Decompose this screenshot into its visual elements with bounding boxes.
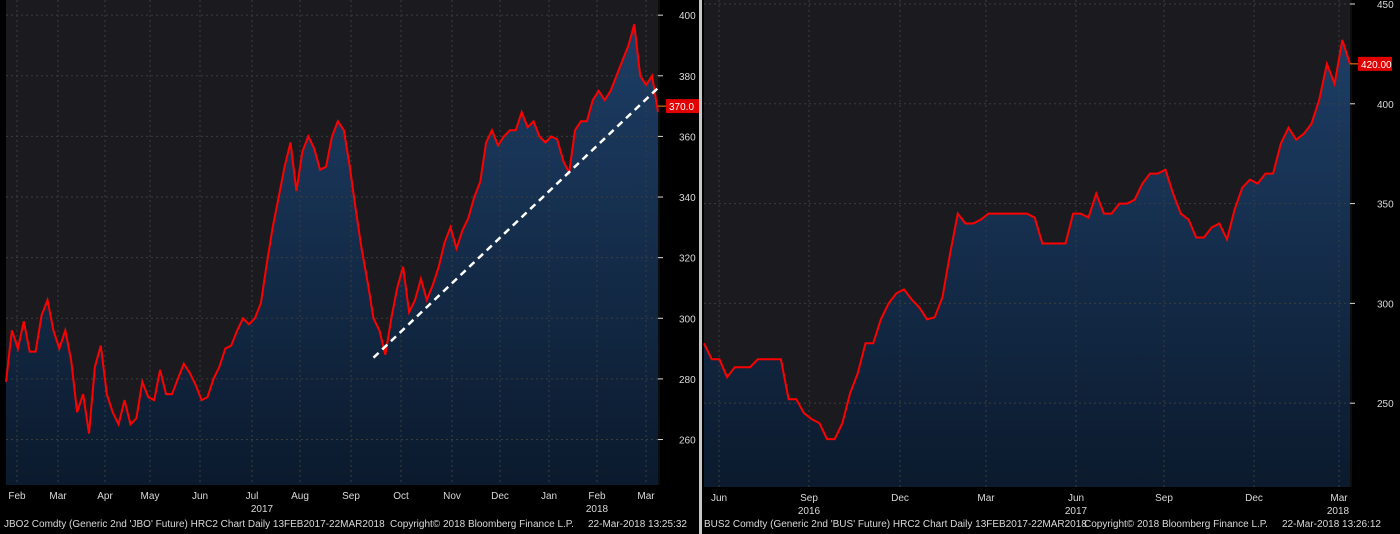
- price-line-bus: [703, 39, 1351, 441]
- x-tick-label-0: Jun: [711, 493, 727, 504]
- area-fill-bus: [704, 39, 1350, 488]
- y-tick-label-300: 300: [1377, 299, 1394, 310]
- chart-bus: 250 300 350 400 450 420.00 Jun Sep Dec Mar Jun Sep D…: [703, 0, 1394, 515]
- year-label-2017: 2017: [1065, 506, 1088, 515]
- year-label-2018: 2018: [586, 504, 609, 515]
- x-tick-label-3: Mar: [977, 493, 995, 504]
- x-tick-label-9: Nov: [443, 491, 461, 502]
- x-tick-label-1: Mar: [49, 491, 67, 502]
- gridlines-bus: [704, 0, 1350, 487]
- y-tick-label-380: 380: [679, 72, 696, 83]
- chart-panel-bus: 250 300 350 400 450 420.00 Jun Sep Dec Mar Jun Sep D…: [702, 0, 1400, 534]
- x-tick-label-8: Oct: [393, 491, 409, 502]
- chart-title-bus: BUS2 Comdty (Generic 2nd 'BUS' Future) H…: [704, 519, 1087, 530]
- y-tick-label-340: 340: [679, 193, 696, 204]
- y-tick-label-280: 280: [679, 375, 696, 386]
- price-line-jbo: [5, 24, 659, 434]
- x-tick-label-6: Dec: [1245, 493, 1263, 504]
- x-tick-label-7: Mar: [1330, 493, 1348, 504]
- y-tick-label-400: 400: [1377, 100, 1394, 111]
- last-value-badge-bus: [1358, 56, 1392, 71]
- y-tick-label-260: 260: [679, 436, 696, 447]
- x-tick-label-13: Mar: [637, 491, 655, 502]
- x-tick-label-10: Dec: [491, 491, 509, 502]
- chart-title-jbo: JBO2 Comdty (Generic 2nd 'JBO' Future) H…: [4, 519, 385, 530]
- chart-panel-jbo: 260 280 300 320 340 360 380 400 370.0 Feb Mar Apr Ma…: [0, 0, 700, 534]
- x-tick-label-3: May: [141, 491, 160, 502]
- x-tick-label-5: Jul: [246, 491, 259, 502]
- x-tick-label-5: Sep: [1155, 493, 1173, 504]
- x-tick-label-0: Feb: [8, 491, 26, 502]
- x-tick-label-12: Feb: [588, 491, 606, 502]
- y-tick-label-320: 320: [679, 254, 696, 265]
- x-tick-label-11: Jan: [541, 491, 557, 502]
- x-tick-label-6: Aug: [291, 491, 309, 502]
- year-label-2017: 2017: [251, 504, 274, 515]
- y-tick-label-350: 350: [1377, 200, 1394, 211]
- x-tick-label-1: Sep: [800, 493, 818, 504]
- y-tick-label-360: 360: [679, 132, 696, 143]
- x-tick-label-4: Jun: [1068, 493, 1084, 504]
- last-value-badge-jbo: [666, 99, 700, 114]
- footer-jbo: JBO2 Comdty (Generic 2nd 'JBO' Future) H…: [0, 515, 700, 534]
- copyright-jbo: Copyright© 2018 Bloomberg Finance L.P.: [390, 519, 574, 530]
- gridlines-jbo: [6, 0, 658, 485]
- x-tick-label-2: Dec: [891, 493, 909, 504]
- timestamp-bus: 22-Mar-2018 13:26:12: [1282, 519, 1381, 530]
- trendline-jbo: [372, 86, 659, 359]
- panel-divider: [699, 0, 702, 534]
- year-label-2016: 2016: [798, 506, 821, 515]
- timestamp-jbo: 22-Mar-2018 13:25:32: [588, 519, 687, 530]
- y-tick-label-400: 400: [679, 11, 696, 22]
- year-label-2018: 2018: [1327, 506, 1350, 515]
- x-tick-label-4: Jun: [192, 491, 208, 502]
- chart-jbo: 260 280 300 320 340 360 380 400 370.0 Feb Mar Apr Ma…: [5, 0, 700, 515]
- x-tick-label-2: Apr: [97, 491, 113, 502]
- copyright-bus: Copyright© 2018 Bloomberg Finance L.P.: [1084, 519, 1268, 530]
- y-tick-label-300: 300: [679, 314, 696, 325]
- last-value-label-bus: 420.00: [1361, 60, 1392, 71]
- y-tick-label-250: 250: [1377, 399, 1394, 410]
- y-tick-label-450: 450: [1377, 0, 1394, 11]
- x-tick-label-7: Sep: [342, 491, 360, 502]
- last-value-label-jbo: 370.0: [669, 102, 694, 113]
- footer-bus: BUS2 Comdty (Generic 2nd 'BUS' Future) H…: [702, 515, 1400, 534]
